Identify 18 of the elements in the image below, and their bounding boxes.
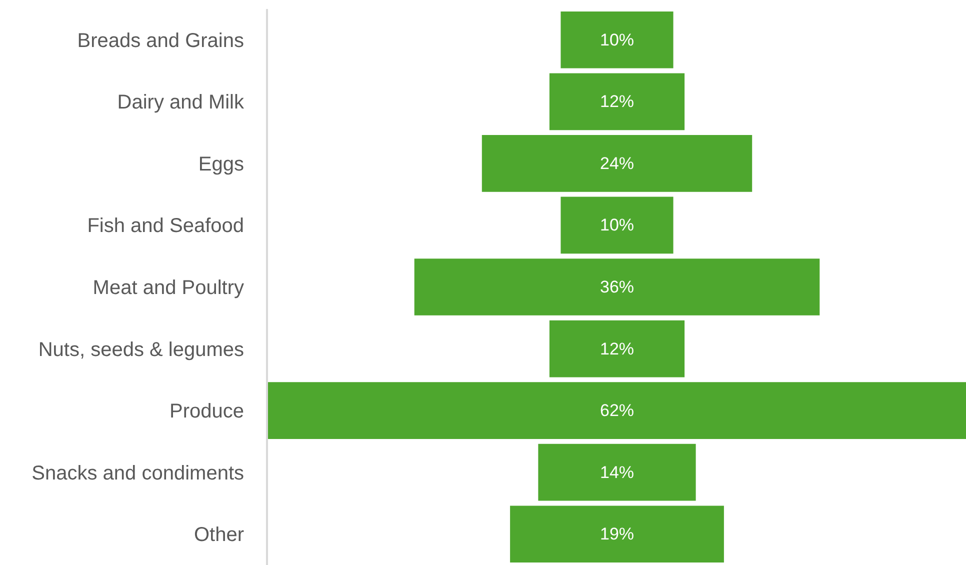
category-label: Other bbox=[194, 524, 244, 546]
data-label: 36% bbox=[600, 278, 634, 296]
category-label: Eggs bbox=[198, 153, 244, 176]
data-label: 12% bbox=[600, 92, 634, 112]
data-label: 10% bbox=[600, 30, 634, 50]
category-label: Breads and Grains bbox=[77, 30, 244, 52]
category-label: Produce bbox=[170, 400, 244, 423]
data-label: 12% bbox=[600, 339, 634, 358]
data-label: 14% bbox=[600, 462, 634, 482]
category-label: Dairy and Milk bbox=[117, 92, 245, 114]
data-label: 10% bbox=[600, 216, 634, 235]
category-label: Fish and Seafood bbox=[87, 215, 244, 238]
data-label: 19% bbox=[600, 524, 634, 544]
category-label: Meat and Poultry bbox=[92, 277, 244, 299]
data-label: 24% bbox=[600, 154, 634, 173]
category-label: Nuts, seeds & legumes bbox=[38, 338, 244, 361]
data-label: 62% bbox=[600, 401, 634, 420]
category-label: Snacks and condiments bbox=[32, 462, 244, 484]
